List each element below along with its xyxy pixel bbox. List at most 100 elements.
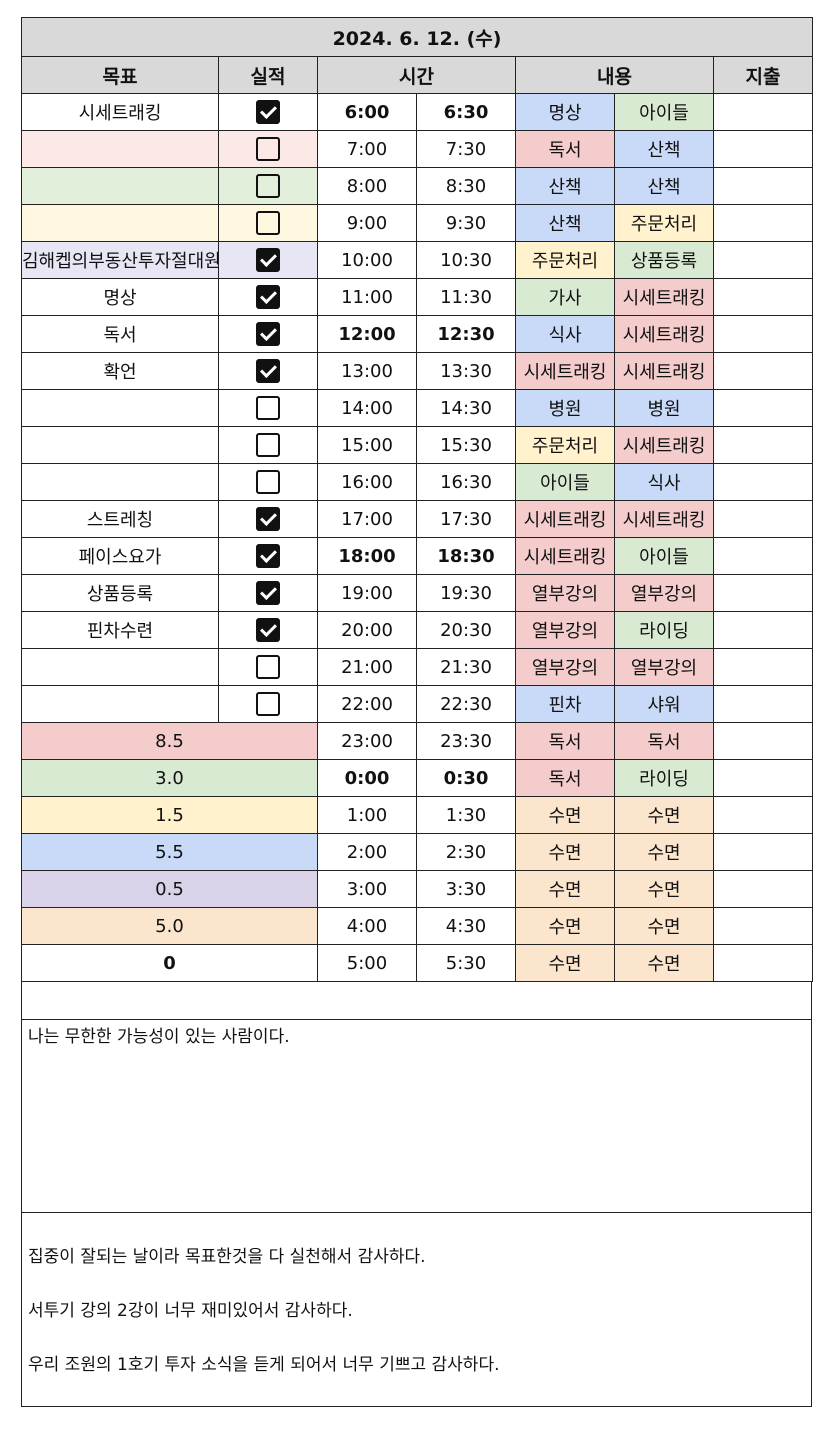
expense-cell[interactable]: [712, 130, 814, 168]
expense-cell[interactable]: [712, 722, 814, 760]
goal-cell[interactable]: [21, 130, 219, 168]
expense-cell[interactable]: [712, 870, 814, 908]
checkbox-checked[interactable]: [256, 285, 280, 309]
checkbox-unchecked[interactable]: [256, 470, 280, 494]
activity-second[interactable]: 수면: [614, 907, 714, 945]
activity-first[interactable]: 열부강의: [515, 648, 615, 686]
activity-second[interactable]: 독서: [614, 722, 714, 760]
gratitude-note[interactable]: 집중이 잘되는 날이라 목표한것을 다 실천해서 감사하다. 서투기 강의 2강…: [21, 1213, 812, 1407]
affirmation-note[interactable]: 나는 무한한 가능성이 있는 사람이다.: [21, 1020, 812, 1213]
checkbox-unchecked[interactable]: [256, 655, 280, 679]
activity-second[interactable]: 시세트래킹: [614, 315, 714, 353]
goal-cell[interactable]: [21, 648, 219, 686]
activity-second[interactable]: 라이딩: [614, 759, 714, 797]
goal-cell[interactable]: 핀차수련: [21, 611, 219, 649]
activity-second[interactable]: 수면: [614, 870, 714, 908]
expense-cell[interactable]: [712, 833, 814, 871]
activity-first[interactable]: 독서: [515, 759, 615, 797]
expense-cell[interactable]: [712, 574, 814, 612]
checkbox-unchecked[interactable]: [256, 211, 280, 235]
expense-cell[interactable]: [712, 463, 814, 501]
activity-first[interactable]: 시세트래킹: [515, 500, 615, 538]
expense-cell[interactable]: [712, 389, 814, 427]
goal-cell[interactable]: 시세트래킹: [21, 93, 219, 131]
checkbox-checked[interactable]: [256, 507, 280, 531]
goal-cell[interactable]: [21, 204, 219, 242]
activity-first[interactable]: 가사: [515, 278, 615, 316]
expense-cell[interactable]: [712, 796, 814, 834]
goal-cell[interactable]: [21, 426, 219, 464]
activity-first[interactable]: 아이들: [515, 463, 615, 501]
checkbox-checked[interactable]: [256, 581, 280, 605]
expense-cell[interactable]: [712, 204, 814, 242]
checkbox-checked[interactable]: [256, 359, 280, 383]
goal-cell[interactable]: [21, 463, 219, 501]
activity-first[interactable]: 시세트래킹: [515, 352, 615, 390]
activity-second[interactable]: 산책: [614, 167, 714, 205]
activity-first[interactable]: 주문처리: [515, 426, 615, 464]
activity-first[interactable]: 수면: [515, 796, 615, 834]
activity-second[interactable]: 시세트래킹: [614, 426, 714, 464]
activity-second[interactable]: 라이딩: [614, 611, 714, 649]
expense-cell[interactable]: [712, 944, 814, 982]
activity-first[interactable]: 수면: [515, 907, 615, 945]
expense-cell[interactable]: [712, 93, 814, 131]
activity-second[interactable]: 수면: [614, 833, 714, 871]
checkbox-unchecked[interactable]: [256, 433, 280, 457]
expense-cell[interactable]: [712, 907, 814, 945]
goal-cell[interactable]: 확언: [21, 352, 219, 390]
activity-first[interactable]: 병원: [515, 389, 615, 427]
activity-second[interactable]: 식사: [614, 463, 714, 501]
activity-first[interactable]: 산책: [515, 204, 615, 242]
activity-first[interactable]: 핀차: [515, 685, 615, 723]
activity-second[interactable]: 시세트래킹: [614, 278, 714, 316]
activity-second[interactable]: 열부강의: [614, 648, 714, 686]
expense-cell[interactable]: [712, 537, 814, 575]
activity-first[interactable]: 수면: [515, 833, 615, 871]
goal-cell[interactable]: 상품등록: [21, 574, 219, 612]
goal-cell[interactable]: 독서: [21, 315, 219, 353]
checkbox-checked[interactable]: [256, 544, 280, 568]
activity-second[interactable]: 아이들: [614, 537, 714, 575]
activity-second[interactable]: 주문처리: [614, 204, 714, 242]
goal-cell[interactable]: [21, 167, 219, 205]
expense-cell[interactable]: [712, 241, 814, 279]
checkbox-checked[interactable]: [256, 322, 280, 346]
blank-cell[interactable]: [21, 981, 812, 1020]
checkbox-checked[interactable]: [256, 618, 280, 642]
activity-second[interactable]: 산책: [614, 130, 714, 168]
activity-second[interactable]: 열부강의: [614, 574, 714, 612]
goal-cell[interactable]: 김해켑의부동산투자절대원칙: [21, 241, 219, 279]
activity-first[interactable]: 주문처리: [515, 241, 615, 279]
expense-cell[interactable]: [712, 352, 814, 390]
checkbox-unchecked[interactable]: [256, 137, 280, 161]
activity-first[interactable]: 산책: [515, 167, 615, 205]
expense-cell[interactable]: [712, 167, 814, 205]
activity-second[interactable]: 상품등록: [614, 241, 714, 279]
activity-second[interactable]: 병원: [614, 389, 714, 427]
activity-second[interactable]: 수면: [614, 796, 714, 834]
activity-second[interactable]: 샤워: [614, 685, 714, 723]
goal-cell[interactable]: 스트레칭: [21, 500, 219, 538]
expense-cell[interactable]: [712, 315, 814, 353]
expense-cell[interactable]: [712, 685, 814, 723]
expense-cell[interactable]: [712, 278, 814, 316]
activity-second[interactable]: 시세트래킹: [614, 352, 714, 390]
checkbox-unchecked[interactable]: [256, 692, 280, 716]
activity-first[interactable]: 명상: [515, 93, 615, 131]
activity-first[interactable]: 식사: [515, 315, 615, 353]
checkbox-unchecked[interactable]: [256, 174, 280, 198]
activity-first[interactable]: 독서: [515, 130, 615, 168]
goal-cell[interactable]: 명상: [21, 278, 219, 316]
expense-cell[interactable]: [712, 426, 814, 464]
activity-first[interactable]: 수면: [515, 870, 615, 908]
checkbox-checked[interactable]: [256, 100, 280, 124]
activity-second[interactable]: 수면: [614, 944, 714, 982]
activity-first[interactable]: 독서: [515, 722, 615, 760]
activity-second[interactable]: 시세트래킹: [614, 500, 714, 538]
activity-second[interactable]: 아이들: [614, 93, 714, 131]
checkbox-unchecked[interactable]: [256, 396, 280, 420]
checkbox-checked[interactable]: [256, 248, 280, 272]
expense-cell[interactable]: [712, 500, 814, 538]
expense-cell[interactable]: [712, 648, 814, 686]
